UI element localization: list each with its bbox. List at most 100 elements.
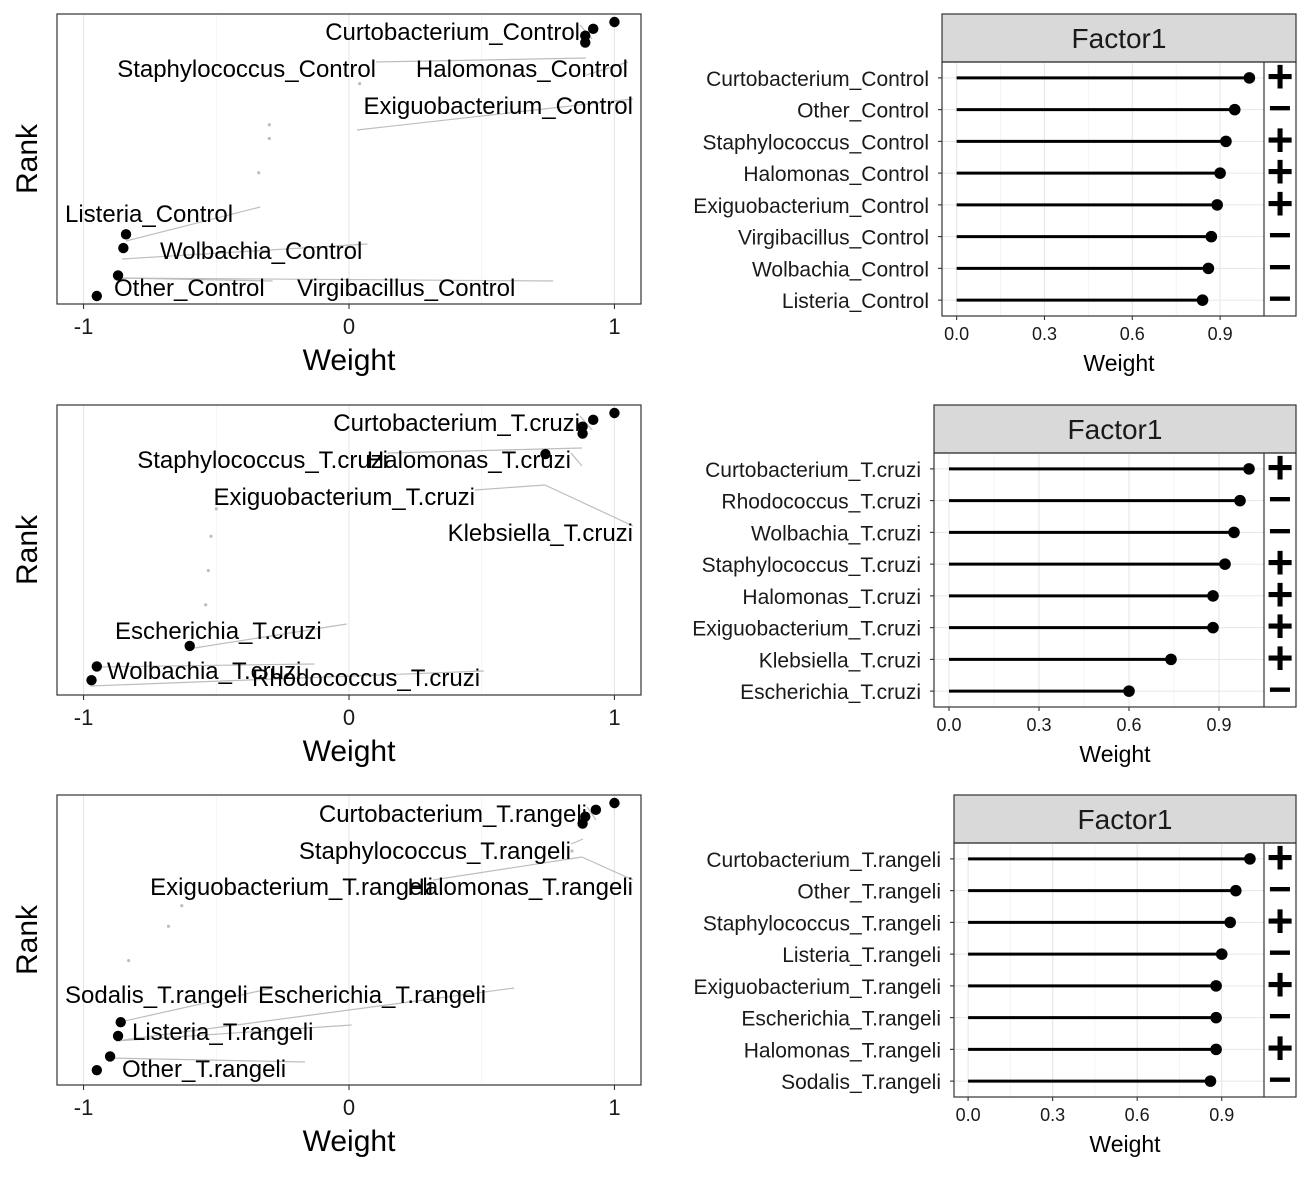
- feature-point: [609, 407, 620, 419]
- category-label: Curtobacterium_T.cruzi: [705, 459, 921, 482]
- x-tick-label: 0.3: [1032, 324, 1057, 344]
- background-point: [233, 890, 237, 894]
- feature-label: Halomonas_T.rangeli: [408, 874, 633, 901]
- facet-strip: [941, 13, 1297, 63]
- y-axis-title: Rank: [11, 123, 44, 194]
- feature-point: [184, 640, 195, 652]
- x-tick-label: 1: [608, 314, 620, 339]
- x-tick-label: 0: [343, 1095, 355, 1120]
- x-tick-label: 0.6: [1120, 324, 1145, 344]
- label-leader-line: [474, 484, 546, 491]
- weight-point: [1230, 884, 1242, 897]
- weight-point: [1234, 494, 1246, 507]
- label-leader-line: [187, 623, 347, 650]
- feature-point: [577, 428, 588, 439]
- weight-sign: +: [1267, 441, 1294, 493]
- category-label: Listeria_T.rangeli: [782, 944, 941, 967]
- weight-point: [1228, 103, 1241, 116]
- panel-border: [933, 452, 1297, 708]
- x-tick-label: 0.0: [944, 324, 969, 344]
- weight-point: [1123, 685, 1135, 697]
- x-tick-label: -1: [74, 705, 94, 730]
- weight-sign: +: [1267, 894, 1294, 946]
- feature-point: [118, 242, 129, 254]
- feature-point: [609, 797, 620, 809]
- category-label: Halomonas_T.cruzi: [742, 586, 921, 609]
- background-point: [257, 171, 261, 175]
- category-label: Sodalis_T.rangeli: [781, 1071, 941, 1094]
- facet-strip: [953, 794, 1297, 844]
- weight-sign: +: [1267, 568, 1294, 620]
- feature-point: [588, 23, 599, 35]
- x-tick-label: 0.3: [1026, 715, 1051, 735]
- feature-label: Wolbachia_T.cruzi: [107, 658, 301, 685]
- weight-point: [1207, 621, 1219, 634]
- category-label: Curtobacterium_T.rangeli: [706, 849, 941, 872]
- x-axis-title: Weight: [303, 735, 396, 768]
- label-leader-line: [115, 987, 515, 1042]
- weight-point: [1219, 558, 1231, 570]
- category-label: Escherichia_T.cruzi: [740, 681, 921, 704]
- x-tick-label: 0.9: [1208, 324, 1233, 344]
- feature-label: Other_T.rangeli: [122, 1056, 286, 1083]
- feature-label: Rhodococcus_T.cruzi: [252, 665, 480, 692]
- feature-label: Curtobacterium_T.cruzi: [333, 410, 580, 437]
- feature-label: Escherichia_T.rangeli: [258, 982, 486, 1009]
- rank-scatter-panel-2: Curtobacterium_T.cruzi Staphylococcus_T.c…: [11, 404, 642, 768]
- background-point: [180, 904, 184, 908]
- weight-point: [1196, 294, 1209, 306]
- feature-label: Wolbachia_Control: [160, 238, 362, 265]
- weight-sign: −: [1268, 931, 1291, 975]
- feature-point: [609, 16, 620, 28]
- feature-point: [540, 448, 551, 460]
- background-point: [204, 603, 208, 607]
- feature-label: Escherichia_T.cruzi: [115, 618, 322, 645]
- category-label: Escherichia_T.rangeli: [741, 1008, 941, 1031]
- category-label: Staphylococcus_T.rangeli: [703, 912, 941, 935]
- feature-point: [91, 1064, 103, 1076]
- feature-label: Listeria_Control: [65, 201, 233, 228]
- category-label: Halomonas_T.rangeli: [744, 1039, 941, 1062]
- weight-sign: +: [1267, 177, 1294, 229]
- weight-point: [1243, 72, 1256, 84]
- feature-label: Staphylococcus_Control: [117, 56, 376, 83]
- x-tick-label: 0.6: [1116, 715, 1141, 735]
- x-axis-title: Weight: [1079, 741, 1151, 767]
- label-leader-line: [570, 838, 584, 845]
- weight-point: [1215, 948, 1228, 960]
- feature-point: [104, 1051, 116, 1062]
- label-leader-line: [356, 98, 634, 131]
- feature-point: [112, 1030, 124, 1042]
- weight-sign: −: [1268, 509, 1291, 553]
- feature-label: Staphylococcus_T.cruzi: [137, 447, 388, 474]
- feature-label: Curtobacterium_T.rangeli: [319, 801, 587, 828]
- category-label: Rhodococcus_T.cruzi: [721, 491, 921, 514]
- feature-point: [590, 804, 602, 816]
- feature-point: [115, 1017, 126, 1028]
- category-label: Wolbachia_Control: [752, 258, 929, 281]
- category-label: Exiguobacterium_Control: [693, 195, 929, 218]
- x-axis-title: Weight: [303, 1125, 396, 1158]
- category-label: Exiguobacterium_T.rangeli: [694, 976, 941, 999]
- weight-point: [1244, 853, 1256, 865]
- facet-strip: [933, 404, 1297, 454]
- panel-border: [941, 61, 1297, 317]
- category-label: Halomonas_Control: [743, 163, 929, 186]
- x-tick-label: 0.3: [1040, 1105, 1065, 1125]
- category-label: Other_T.rangeli: [797, 881, 941, 904]
- feature-label: Other_Control: [114, 275, 265, 302]
- x-tick-label: -1: [74, 314, 94, 339]
- feature-label: Staphylococcus_T.rangeli: [299, 838, 571, 865]
- feature-label: Listeria_T.rangeli: [132, 1019, 313, 1046]
- category-label: Wolbachia_T.cruzi: [751, 522, 921, 545]
- label-leader-line: [125, 206, 261, 242]
- weight-point: [1220, 135, 1232, 148]
- weight-sign: −: [1268, 214, 1291, 258]
- weight-sign: +: [1267, 1021, 1294, 1073]
- panel-border: [953, 842, 1297, 1098]
- label-leader-line: [115, 1024, 352, 1042]
- feature-label: Curtobacterium_Control: [325, 19, 580, 46]
- weight-point: [1205, 230, 1218, 243]
- weight-sign: −: [1268, 995, 1291, 1039]
